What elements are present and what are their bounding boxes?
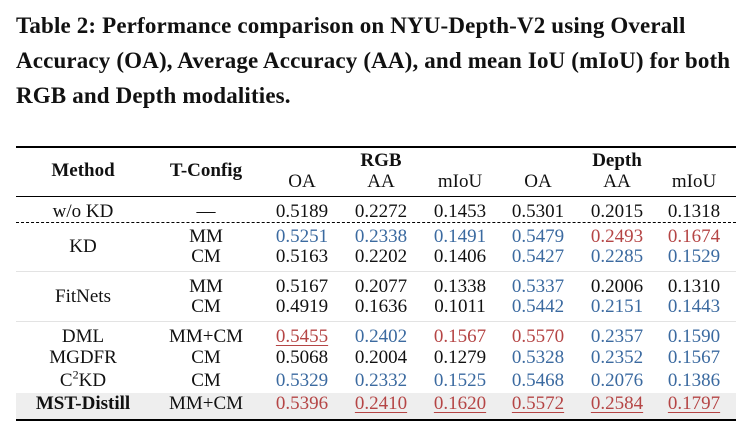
value-cell: 0.2493 bbox=[590, 226, 644, 247]
value-cell: 0.2584 bbox=[590, 393, 644, 414]
tconfig-cell: CM bbox=[191, 246, 221, 267]
value-cell: 0.1453 bbox=[433, 201, 487, 222]
metric-header: OA bbox=[288, 171, 316, 192]
value-cell: 0.5251 bbox=[275, 226, 329, 247]
metric-header: mIoU bbox=[671, 171, 717, 192]
value-cell: 0.5396 bbox=[275, 393, 329, 414]
value-cell: 0.5427 bbox=[511, 246, 565, 267]
value-cell: 0.2077 bbox=[354, 276, 408, 297]
metric-header: OA bbox=[524, 171, 552, 192]
bottom-rule bbox=[16, 419, 736, 421]
method-suffix: KD bbox=[78, 370, 107, 391]
column-header-tconfig: T-Config bbox=[169, 160, 243, 181]
value-cell: 0.1797 bbox=[667, 393, 721, 414]
value-cell: 0.5068 bbox=[275, 347, 329, 368]
value-cell: 0.2151 bbox=[590, 296, 644, 317]
method-name: w/o KD bbox=[52, 201, 114, 222]
value-cell: 0.1636 bbox=[354, 296, 408, 317]
value-cell: 0.1011 bbox=[434, 296, 486, 317]
value-cell: 0.1386 bbox=[667, 370, 721, 391]
value-cell: 0.2015 bbox=[590, 201, 644, 222]
value-cell: 0.1529 bbox=[667, 246, 721, 267]
value-cell: 0.1406 bbox=[433, 246, 487, 267]
value-cell: 0.2006 bbox=[590, 276, 644, 297]
value-cell: 0.2357 bbox=[590, 326, 644, 347]
table-caption: Table 2: Performance comparison on NYU-D… bbox=[16, 13, 731, 108]
value-cell: 0.1443 bbox=[667, 296, 721, 317]
group-separator bbox=[16, 271, 736, 272]
value-cell: 0.5301 bbox=[511, 201, 565, 222]
tconfig-cell: — bbox=[196, 201, 216, 222]
dashed-rule bbox=[16, 222, 736, 223]
value-cell: 0.5570 bbox=[511, 326, 565, 347]
header-rule bbox=[16, 196, 736, 197]
value-cell: 0.1620 bbox=[433, 393, 487, 414]
highlight-row-background bbox=[16, 393, 736, 419]
column-header-method: Method bbox=[51, 160, 115, 181]
value-cell: 0.2332 bbox=[354, 370, 408, 391]
group-separator bbox=[16, 321, 736, 322]
value-cell: 0.2338 bbox=[354, 226, 408, 247]
value-cell: 0.1318 bbox=[667, 201, 721, 222]
method-superscript: 2 bbox=[72, 367, 79, 382]
value-cell: 0.1674 bbox=[667, 226, 721, 247]
value-cell: 0.1491 bbox=[433, 226, 487, 247]
value-cell: 0.2004 bbox=[354, 347, 408, 368]
method-name: MST-Distill bbox=[35, 393, 131, 414]
value-cell: 0.2352 bbox=[590, 347, 644, 368]
group-header-rgb: RGB bbox=[360, 150, 402, 171]
tconfig-cell: CM bbox=[191, 347, 221, 368]
value-cell: 0.5163 bbox=[275, 246, 329, 267]
value-cell: 0.2402 bbox=[354, 326, 408, 347]
value-cell: 0.5572 bbox=[511, 393, 565, 414]
value-cell: 0.1567 bbox=[667, 347, 721, 368]
value-cell: 0.5468 bbox=[511, 370, 565, 391]
value-cell: 0.5442 bbox=[511, 296, 565, 317]
value-cell: 0.2076 bbox=[590, 370, 644, 391]
value-cell: 0.1567 bbox=[433, 326, 487, 347]
value-cell: 0.4919 bbox=[275, 296, 329, 317]
tconfig-cell: MM+CM bbox=[168, 393, 244, 414]
value-cell: 0.1279 bbox=[433, 347, 487, 368]
value-cell: 0.5167 bbox=[275, 276, 329, 297]
tconfig-cell: MM bbox=[189, 276, 223, 297]
value-cell: 0.5455 bbox=[275, 326, 329, 347]
value-cell: 0.2202 bbox=[354, 246, 408, 267]
metric-header: AA bbox=[603, 171, 631, 192]
value-cell: 0.5329 bbox=[275, 370, 329, 391]
tconfig-cell: MM bbox=[189, 226, 223, 247]
value-cell: 0.1310 bbox=[667, 276, 721, 297]
value-cell: 0.1338 bbox=[433, 276, 487, 297]
value-cell: 0.2272 bbox=[354, 201, 408, 222]
method-name: DML bbox=[61, 326, 105, 347]
group-header-depth: Depth bbox=[592, 150, 642, 171]
method-name: C2KD bbox=[59, 367, 107, 391]
metric-header: mIoU bbox=[437, 171, 483, 192]
tconfig-cell: CM bbox=[191, 296, 221, 317]
method-name: FitNets bbox=[55, 286, 111, 307]
value-cell: 0.2410 bbox=[354, 393, 408, 414]
value-cell: 0.5328 bbox=[511, 347, 565, 368]
tconfig-cell: CM bbox=[191, 370, 221, 391]
top-rule bbox=[16, 146, 736, 148]
value-cell: 0.5337 bbox=[511, 276, 565, 297]
value-cell: 0.1590 bbox=[667, 326, 721, 347]
value-cell: 0.2285 bbox=[590, 246, 644, 267]
method-name: KD bbox=[69, 236, 97, 257]
value-cell: 0.1525 bbox=[433, 370, 487, 391]
tconfig-cell: MM+CM bbox=[168, 326, 244, 347]
method-name: MGDFR bbox=[49, 347, 117, 368]
value-cell: 0.5479 bbox=[511, 226, 565, 247]
value-cell: 0.5189 bbox=[275, 201, 329, 222]
metric-header: AA bbox=[367, 171, 395, 192]
